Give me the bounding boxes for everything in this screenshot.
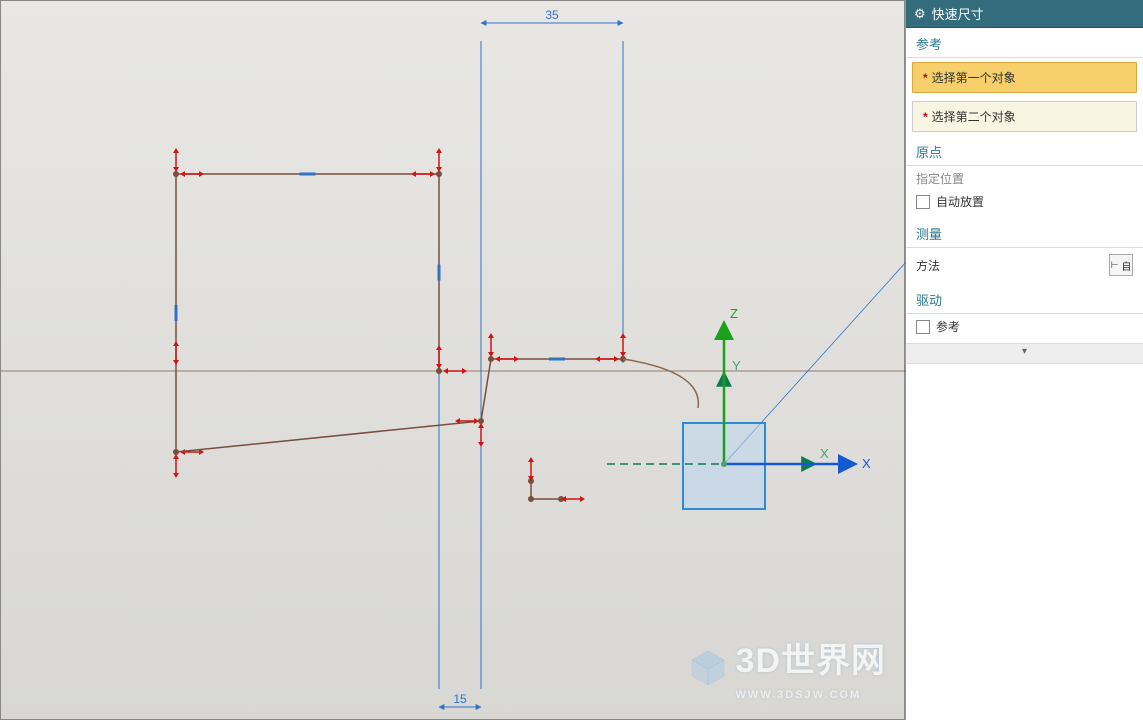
drive-ref-label: 参考 [936,318,960,335]
svg-text:Y: Y [732,358,741,373]
drive-ref-row[interactable]: 参考 [906,314,1143,344]
auto-place-checkbox[interactable] [916,195,930,209]
origin-hint: 指定位置 [906,166,1143,189]
method-dropdown[interactable]: ⊢ 自 [1109,254,1133,276]
required-asterisk-icon: * [923,71,928,85]
section-origin-header[interactable]: 原点 [906,136,1143,166]
select-first-label: 选择第一个对象 [932,71,1016,85]
properties-panel: ⚙ 快速尺寸 参考 * 选择第一个对象 * 选择第二个对象 原点 指定位置 自动放置… [905,0,1143,720]
panel-title-bar[interactable]: ⚙ 快速尺寸 [906,0,1143,28]
watermark-text: 3D世界网 [736,642,886,680]
select-second-label: 选择第二个对象 [932,110,1016,124]
select-second-object[interactable]: * 选择第二个对象 [912,101,1137,132]
svg-text:X: X [862,456,871,471]
svg-text:Z: Z [730,306,738,321]
auto-place-label: 自动放置 [936,193,984,210]
svg-text:35: 35 [545,8,559,22]
panel-title-text: 快速尺寸 [932,4,984,23]
required-asterisk-icon: * [923,110,928,124]
select-first-object[interactable]: * 选择第一个对象 [912,62,1137,93]
section-reference-header[interactable]: 参考 [906,28,1143,58]
drive-ref-checkbox[interactable] [916,320,930,334]
svg-text:X: X [820,446,829,461]
sketch-svg: 35 15 X Z X Y [1,1,906,720]
watermark: 3D世界网 WWW.3DSJW.COM [688,644,886,701]
method-label: 方法 [916,257,940,274]
gear-icon: ⚙ [914,6,926,22]
svg-text:15: 15 [453,692,467,706]
panel-expander[interactable]: ▾ [906,344,1143,364]
section-measure-header[interactable]: 测量 [906,218,1143,248]
section-drive-header[interactable]: 驱动 [906,284,1143,314]
sketch-canvas[interactable]: 35 15 X Z X Y 3D世界网 WWW.3DSJW.COM [0,0,905,720]
watermark-url: WWW.3DSJW.COM [736,690,886,701]
auto-place-row[interactable]: 自动放置 [906,189,1143,218]
method-value: 自 [1121,258,1131,273]
